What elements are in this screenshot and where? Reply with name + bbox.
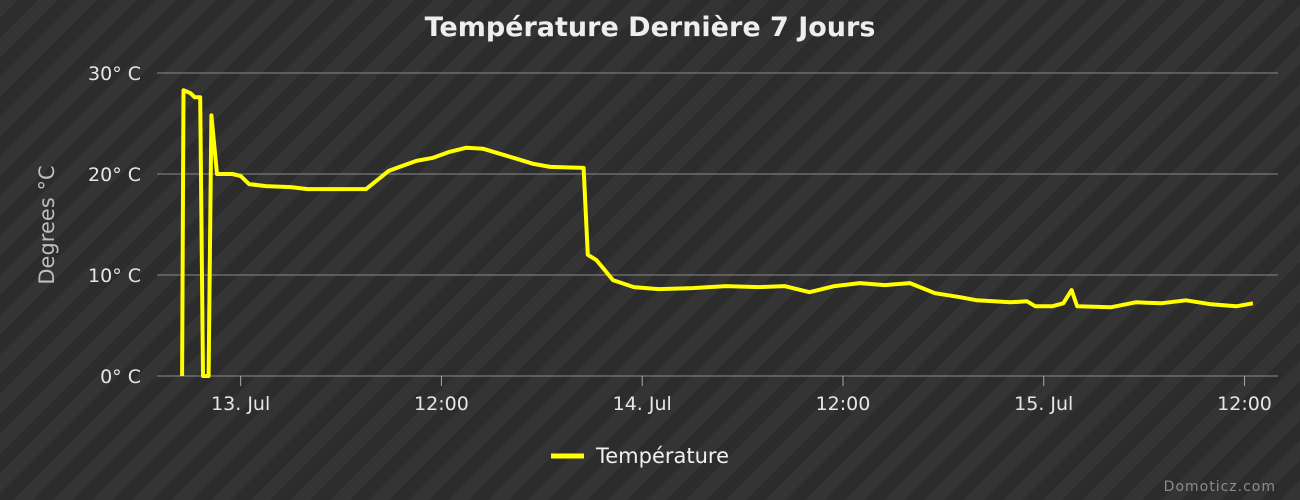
legend-item-label[interactable]: Température [595,444,729,468]
y-tick-label: 0° C [100,366,141,388]
series-line-0[interactable] [180,88,1254,378]
x-tick-label: 12:00 [1217,393,1272,415]
chart-title: Température Dernière 7 Jours [425,12,876,43]
y-tick-label: 20° C [88,164,141,186]
chart-credit-link[interactable]: Domoticz.com [1164,479,1276,495]
y-tick-label: 30° C [88,63,141,85]
y-axis-title: Degrees °C [35,165,59,284]
x-tick-label: 12:00 [414,393,469,415]
series-layer [180,88,1254,378]
y-axis-ticks: 0° C 10° C 20° C 30° C [88,63,141,388]
x-tick-label: 12:00 [816,393,871,415]
y-tick-label: 10° C [88,265,141,287]
x-tick-label: 15. Jul [1014,393,1073,415]
x-tick-label: 14. Jul [613,393,672,415]
legend[interactable]: Température [551,444,729,468]
grid-lines [157,72,1278,377]
x-tick-label: 13. Jul [211,393,270,415]
x-axis-ticks: 13. Jul 12:00 14. Jul 12:00 15. Jul 12:00 [211,376,1272,415]
